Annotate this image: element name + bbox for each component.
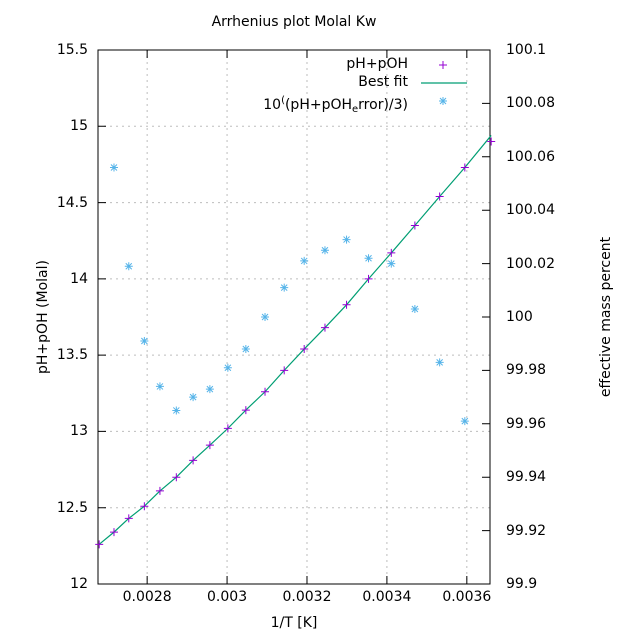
- ph-poh-points: [95, 137, 496, 549]
- best-fit-line: [98, 135, 492, 545]
- y1-tick-label: 15: [70, 118, 88, 135]
- error-points: [109, 163, 469, 426]
- tick-marks: [98, 49, 490, 585]
- legend-entry-error: 10((pH+pOHerror)/3): [98, 92, 408, 118]
- y2-tick-label: 100.1: [506, 42, 547, 58]
- y2-tick-label: 100.02: [506, 255, 555, 272]
- legend-label-error-sub: e: [352, 104, 359, 115]
- y2-tick-label: 99.9: [506, 576, 538, 592]
- y2-tick-label: 99.98: [506, 362, 547, 379]
- y2-tick-label: 100: [506, 309, 533, 325]
- legend-label-error-post: rror)/3): [358, 97, 408, 113]
- y1-tick-label: 14: [70, 270, 88, 287]
- y1-tick-label: 12.5: [56, 499, 88, 516]
- legend-label-best-fit: Best fit: [358, 74, 408, 90]
- y2-tick-label: 100.06: [506, 148, 555, 165]
- legend-label-error-sup: (: [281, 95, 285, 106]
- y2-tick-label: 99.94: [506, 469, 547, 486]
- y1-tick-label: 15.5: [56, 42, 88, 58]
- plot-border: [97, 49, 491, 585]
- x-tick-label: 0.0034: [362, 589, 412, 605]
- gridlines: [98, 50, 490, 584]
- x-tick-label: 0.0036: [442, 589, 492, 605]
- legend-entry-best-fit: Best fit: [98, 74, 408, 91]
- x-tick-label: 0.0028: [122, 589, 172, 605]
- x-tick-label: 0.0032: [282, 589, 332, 605]
- y2-axis-label: effective mass percent: [598, 236, 614, 398]
- legend-label-error-pre: 10: [263, 97, 282, 113]
- y2-tick-label: 100.08: [506, 95, 555, 112]
- legend-entry-ph-poh: pH+pOH: [98, 56, 408, 73]
- y2-tick-label: 99.92: [506, 522, 547, 539]
- y2-tick-label: 99.96: [506, 415, 547, 432]
- y1-tick-label: 13: [70, 423, 88, 440]
- legend-label-error-mid: (pH+pOH: [284, 97, 353, 113]
- y1-tick-label: 14.5: [56, 194, 88, 211]
- chart-title: Arrhenius plot Molal Kw: [211, 14, 377, 30]
- y1-tick-label: 12: [70, 576, 88, 592]
- legend-marker-plus: [439, 61, 447, 69]
- y2-tick-label: 100.04: [506, 202, 555, 219]
- x-axis-label: 1/T [K]: [270, 615, 318, 631]
- x-tick-label: 0.003: [207, 589, 248, 605]
- legend-marker-asterisk: [439, 97, 447, 105]
- y1-tick-label: 13.5: [56, 347, 88, 364]
- legend-label-ph-poh: pH+pOH: [346, 56, 408, 72]
